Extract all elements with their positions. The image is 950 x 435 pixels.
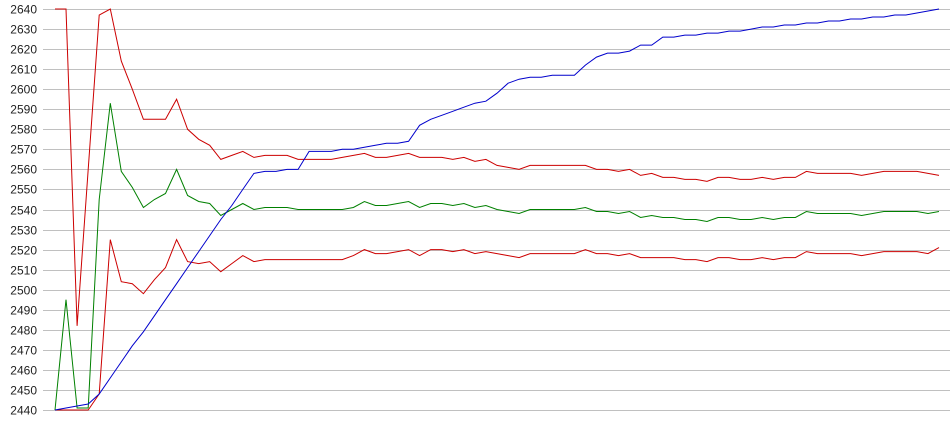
y-tick-label: 2490 xyxy=(10,304,37,318)
y-tick-label: 2580 xyxy=(10,123,37,137)
y-tick-label: 2450 xyxy=(10,384,37,398)
y-tick-label: 2470 xyxy=(10,344,37,358)
y-tick-label: 2440 xyxy=(10,404,37,418)
y-tick-label: 2460 xyxy=(10,364,37,378)
gridlines xyxy=(43,9,950,411)
y-tick-label: 2640 xyxy=(10,3,37,17)
series-line-0 xyxy=(55,8,940,326)
y-tick-label: 2570 xyxy=(10,143,37,157)
y-tick-label: 2530 xyxy=(10,224,37,238)
y-tick-label: 2480 xyxy=(10,324,37,338)
y-tick-label: 2630 xyxy=(10,23,37,37)
y-tick-label: 2500 xyxy=(10,284,37,298)
y-tick-label: 2610 xyxy=(10,63,37,77)
y-tick-label: 2550 xyxy=(10,183,37,197)
series-line-3 xyxy=(54,8,940,411)
y-axis-tick-labels: 2440 2450 2460 2470 2480 2490 2500 2510 2520 2530… xyxy=(10,3,37,418)
y-tick-label: 2620 xyxy=(10,43,37,57)
y-tick-label: 2590 xyxy=(10,103,37,117)
series-lines xyxy=(54,8,940,411)
y-tick-label: 2540 xyxy=(10,204,37,218)
series-line-1 xyxy=(54,103,940,411)
series-line-2 xyxy=(55,238,940,411)
y-tick-label: 2510 xyxy=(10,264,37,278)
y-tick-label: 2520 xyxy=(10,244,37,258)
y-tick-label: 2560 xyxy=(10,163,37,177)
y-tick-label: 2600 xyxy=(10,83,37,97)
